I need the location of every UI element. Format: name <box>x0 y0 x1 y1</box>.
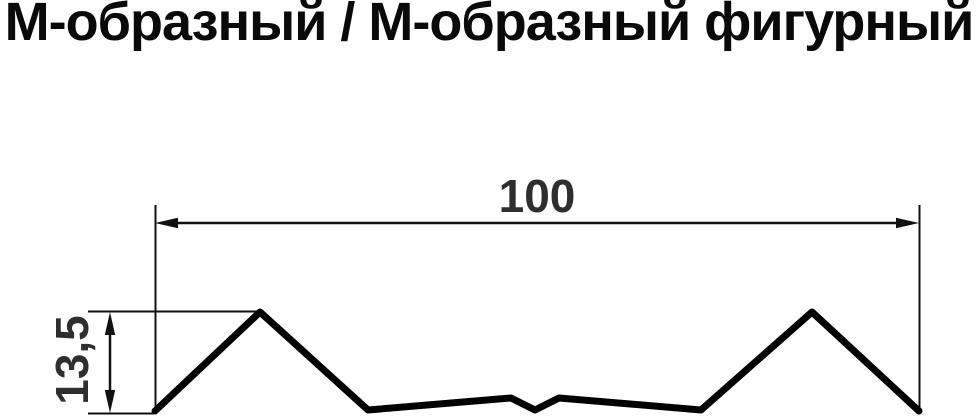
height-dimension-label: 13,5 <box>46 315 98 405</box>
height-dim-arrow-top <box>104 312 116 335</box>
width-dimension-label: 100 <box>498 170 576 222</box>
page-title: М-образный / М-образный фигурный <box>4 0 975 52</box>
width-dim-arrow-left <box>155 217 178 229</box>
height-dim-arrow-bottom <box>104 390 116 413</box>
width-dim-arrow-right <box>896 217 919 229</box>
m-profile-outline <box>151 308 923 415</box>
